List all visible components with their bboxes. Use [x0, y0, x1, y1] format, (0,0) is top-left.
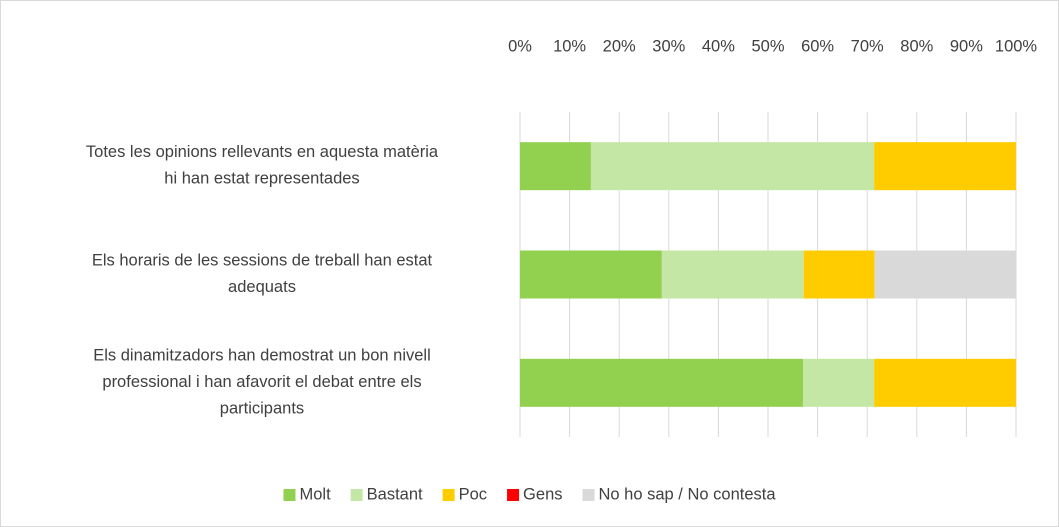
bar-segment [590, 142, 875, 191]
x-tick-label: 40% [702, 37, 735, 55]
x-tick-label: 80% [900, 37, 933, 55]
bar-segment [874, 250, 1017, 299]
bar-segment [520, 142, 591, 191]
bar-segment [661, 250, 804, 299]
legend-label: Molt [299, 485, 331, 503]
x-tick-label: 60% [801, 37, 834, 55]
x-tick-label: 90% [950, 37, 983, 55]
x-tick-label: 50% [751, 37, 784, 55]
category-label: Els horaris de les sessions de treball h… [92, 252, 433, 297]
legend-swatch [442, 489, 455, 501]
legend-swatch [350, 489, 363, 501]
bar-segment [874, 358, 1016, 407]
legend-swatch [283, 489, 296, 501]
bar-segment [803, 358, 875, 407]
x-tick-label: 70% [851, 37, 884, 55]
legend-label: No ho sap / No contesta [598, 485, 776, 503]
category-label: Totes les opinions rellevants en aquesta… [86, 143, 439, 188]
x-tick-label: 10% [553, 37, 586, 55]
legend-label: Gens [523, 485, 562, 503]
bar-segment [520, 358, 804, 407]
legend-label: Bastant [367, 485, 423, 503]
legend-swatch [507, 489, 520, 501]
bar-segment [803, 250, 875, 299]
category-label: Els dinamitzadors han demostrat un bon n… [93, 347, 431, 418]
legend-swatch [582, 489, 595, 501]
x-tick-label: 0% [508, 37, 532, 55]
legend: Molt Bastant Poc Gens No ho sap / No contest… [283, 485, 776, 503]
bar-segment [874, 142, 1016, 191]
x-tick-label: 30% [652, 37, 685, 55]
bar-segment [520, 250, 662, 299]
x-tick-label: 20% [603, 37, 636, 55]
legend-label: Poc [459, 485, 487, 503]
x-tick-label: 100% [995, 37, 1038, 55]
